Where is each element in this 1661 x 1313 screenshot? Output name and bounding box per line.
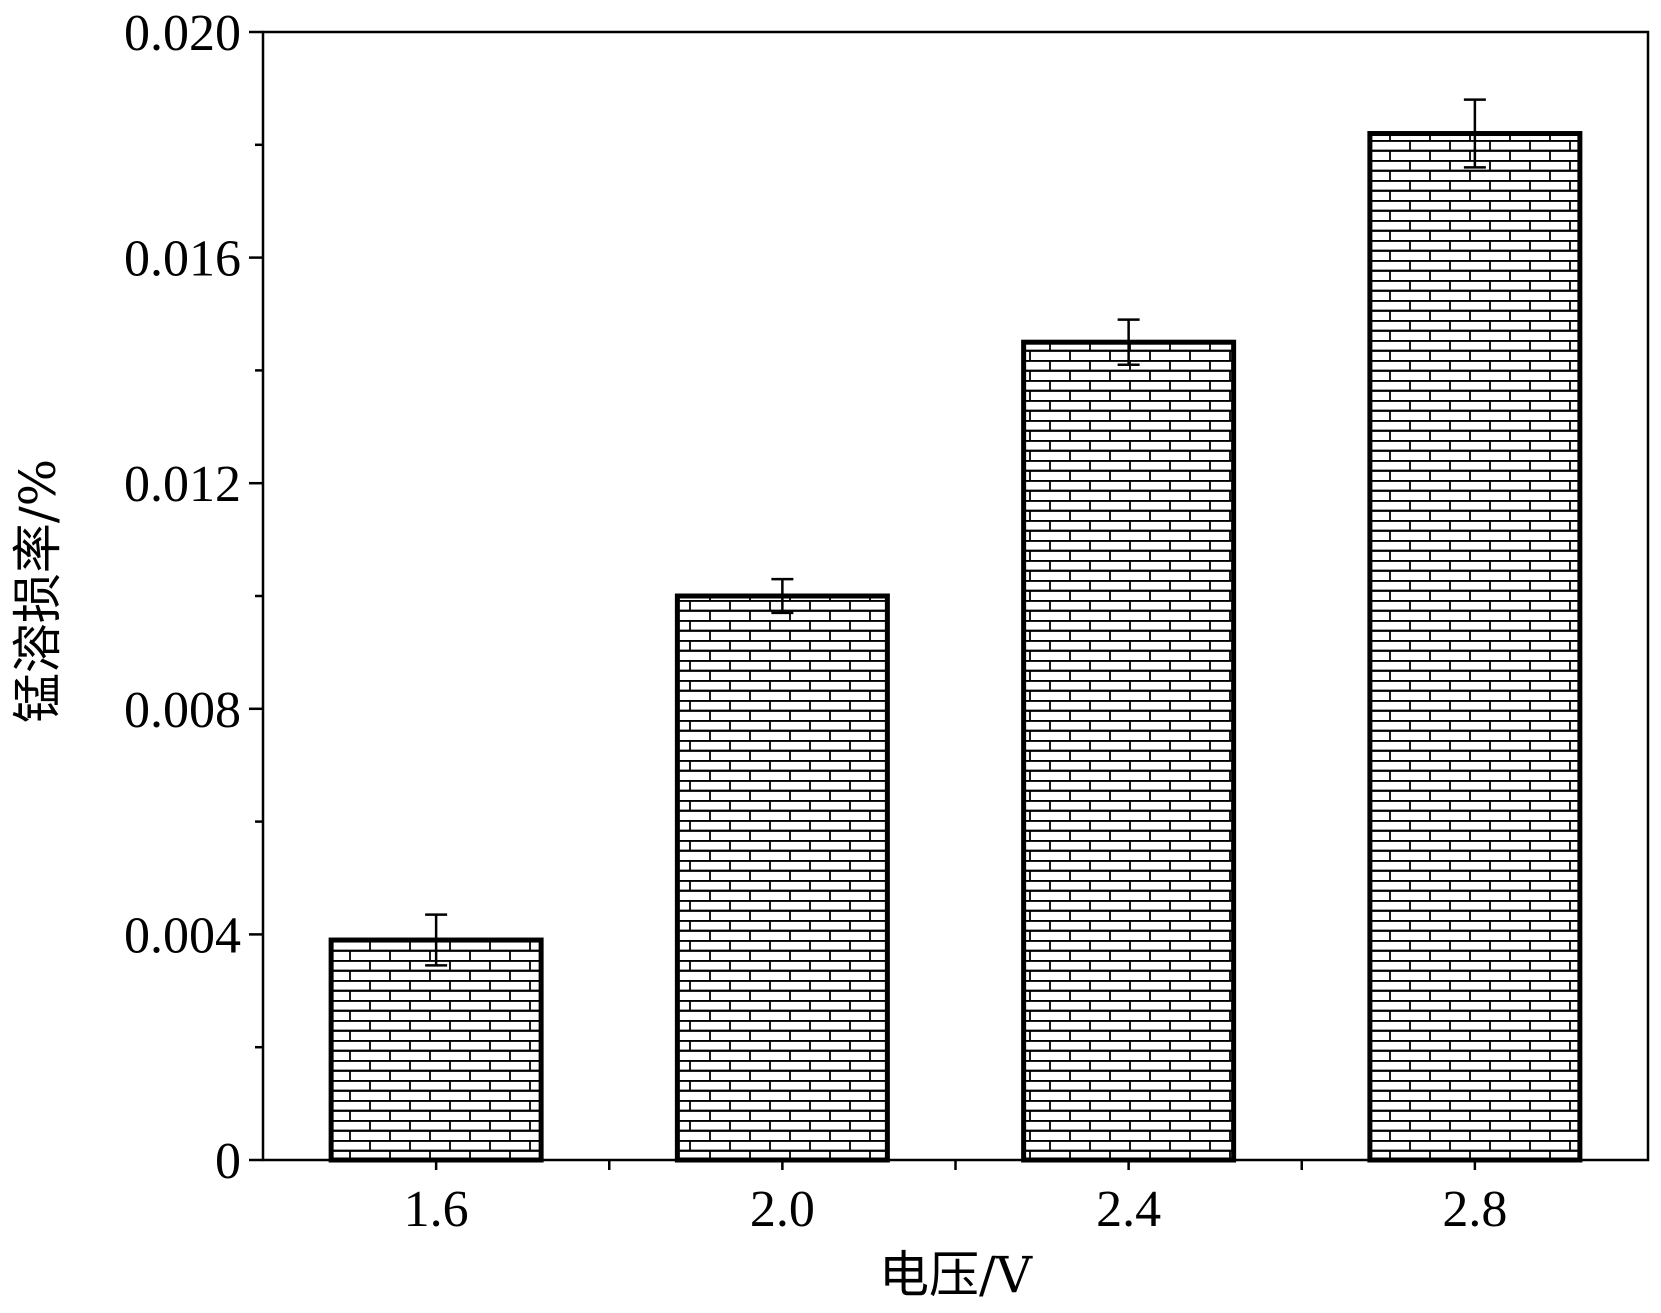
y-axis-title: 锰溶损率/% [9, 459, 67, 723]
bar-2-4 [1021, 339, 1237, 1163]
y-tick-label: 0.008 [124, 682, 241, 739]
axis-ticks [249, 30, 1477, 1170]
error-bars [425, 98, 1486, 967]
y-tick-label: 0.012 [124, 456, 241, 513]
bars [328, 131, 1583, 1163]
x-tick-label: 1.6 [404, 1181, 469, 1238]
tick-labels: 1.6 2.0 2.4 2.8 0 0.004 0.008 0.012 0.016 0.020 [124, 5, 1507, 1238]
error-bar-1-6 [425, 913, 448, 967]
bar-2-8 [1367, 131, 1583, 1163]
x-tick-label: 2.0 [750, 1181, 815, 1238]
error-bar-2-0 [771, 577, 794, 615]
error-bar-2-8 [1463, 98, 1486, 169]
error-bar-2-4 [1117, 318, 1140, 367]
y-tick-label: 0.016 [124, 231, 241, 288]
x-tick-label: 2.4 [1096, 1181, 1161, 1238]
bar-2-0 [674, 593, 890, 1163]
y-tick-label: 0.004 [124, 907, 241, 964]
y-tick-label: 0 [215, 1133, 241, 1190]
y-tick-label: 0.020 [124, 5, 241, 62]
bar-1-6 [328, 937, 544, 1163]
x-tick-label: 2.8 [1442, 1181, 1507, 1238]
x-axis-title: 电压/V [879, 1246, 1033, 1304]
